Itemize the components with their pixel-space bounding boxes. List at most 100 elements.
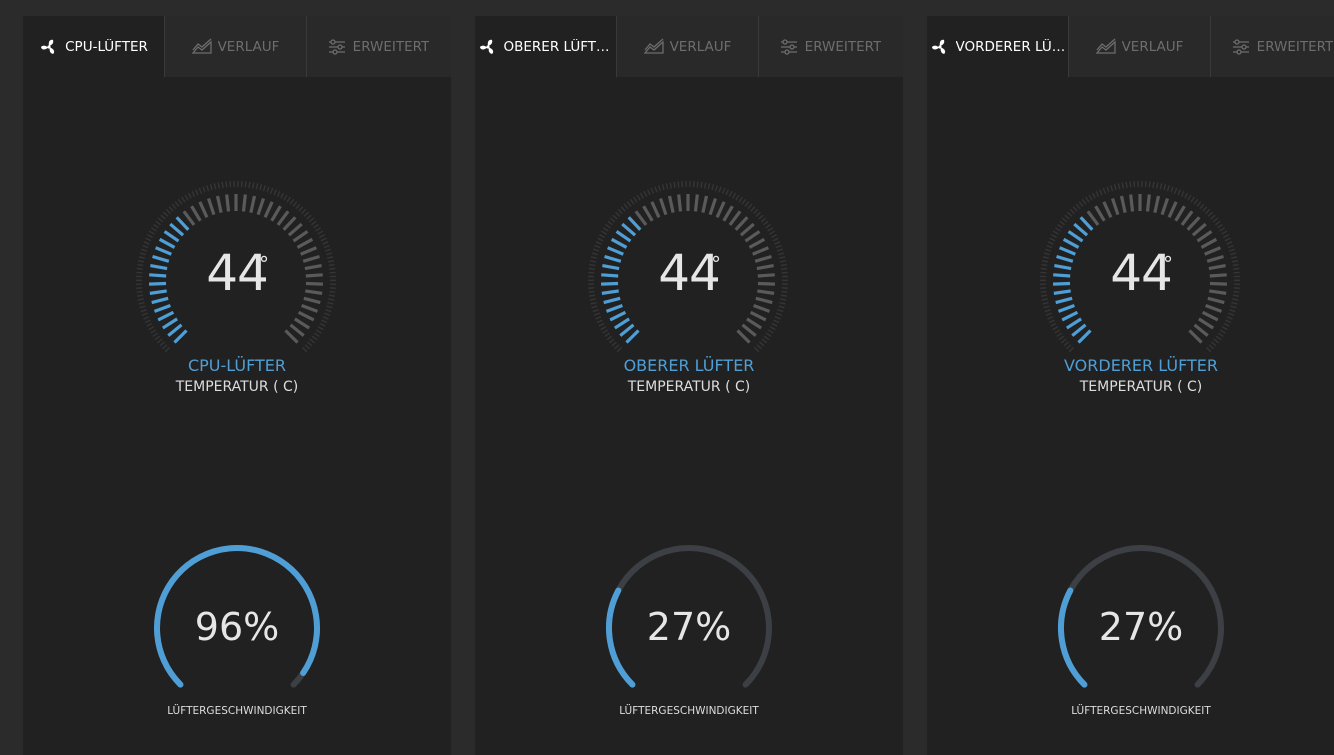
temperature-outer-tick [1129, 181, 1132, 188]
temperature-outer-tick [616, 346, 623, 353]
temperature-outer-tick [588, 271, 595, 274]
temperature-outer-tick [244, 181, 247, 188]
temperature-outer-tick [775, 244, 782, 249]
temperature-outer-tick [269, 187, 274, 194]
tab-advanced[interactable]: ERWEITERT [1211, 16, 1334, 77]
temperature-tick-active [600, 281, 619, 286]
temperature-outer-tick [1205, 346, 1212, 353]
temperature-tick [256, 197, 265, 216]
temperature-tick [708, 197, 717, 216]
temperature-tick [1191, 222, 1207, 237]
temperature-outer-tick [327, 301, 334, 305]
temperature-outer-tick [1207, 211, 1214, 217]
temperature-outer-tick [168, 206, 174, 212]
temperature-outer-tick [611, 341, 617, 347]
temperature-outer-tick [707, 183, 711, 190]
fan-speed-label: LÜFTERGESCHWINDIGKEIT [619, 705, 759, 717]
temperature-outer-tick [1059, 220, 1066, 226]
temperature-tick [1209, 273, 1227, 278]
temperature-outer-tick [606, 335, 613, 341]
temperature-outer-tick [591, 252, 598, 256]
temperature-outer-tick [1190, 196, 1195, 203]
fan-icon [930, 38, 950, 56]
temperature-outer-tick [590, 301, 597, 305]
temperature-tick [659, 197, 668, 216]
temperature-outer-tick [1155, 182, 1159, 189]
temperature-outer-tick [1091, 192, 1096, 199]
temperature-outer-tick [711, 184, 715, 191]
temperature-outer-tick [1227, 244, 1234, 249]
temperature-outer-tick [1233, 271, 1240, 274]
temperature-tick [301, 303, 319, 313]
temperature-outer-tick [143, 316, 150, 320]
tab-history[interactable]: VERLAUF [1069, 16, 1211, 77]
fan-name-label: VORDERER LÜFTER [1064, 356, 1218, 375]
temperature-outer-tick [1187, 194, 1192, 201]
temperature-outer-tick [714, 185, 718, 192]
tab-advanced[interactable]: ERWEITERT [307, 16, 449, 77]
temperature-tick [1196, 230, 1213, 243]
temperature-outer-tick [1072, 206, 1078, 212]
temperature-tick-active [1062, 237, 1080, 249]
temperature-outer-tick [780, 263, 787, 267]
temperature-outer-tick [306, 214, 312, 220]
temperature-outer-tick [1044, 309, 1051, 313]
temperature-outer-tick [761, 338, 768, 344]
temperature-outer-tick [137, 298, 144, 301]
temperature-outer-tick [141, 312, 148, 316]
temperature-outer-tick [1210, 214, 1216, 220]
tab-history[interactable]: VERLAUF [617, 16, 759, 77]
temperature-outer-tick [1095, 190, 1100, 197]
temperature-outer-tick [137, 294, 144, 297]
temperature-outer-tick [308, 217, 315, 223]
temperature-outer-tick [324, 248, 332, 252]
temperature-outer-tick [1040, 271, 1047, 274]
temperature-tick-active [173, 329, 188, 344]
tab-advanced[interactable]: ERWEITERT [759, 16, 901, 77]
temperature-outer-tick [767, 227, 774, 232]
temperature-tick [1201, 310, 1219, 322]
temperature-outer-tick [1217, 332, 1224, 338]
temperature-outer-tick [1066, 344, 1072, 350]
temperature-tick [722, 205, 734, 222]
temperature-outer-tick [1208, 344, 1214, 350]
temperature-tick-active [149, 289, 167, 295]
tab-fan[interactable]: OBERER LÜFTER [475, 16, 617, 77]
temperature-outer-tick [328, 294, 335, 297]
fan-speed-gauge [606, 545, 772, 688]
temperature-tick [1167, 201, 1178, 218]
temperature-outer-tick [1228, 248, 1236, 252]
temperature-outer-tick [1223, 322, 1230, 327]
temperature-tick [207, 197, 216, 216]
temperature-outer-tick [307, 341, 313, 347]
fan-speed-value: 27% [1098, 605, 1184, 649]
temperature-tick [734, 216, 749, 231]
tab-history-label: VERLAUF [1121, 38, 1184, 55]
temperature-outer-tick [608, 338, 615, 344]
tab-fan[interactable]: VORDERER LÜFTER [927, 16, 1069, 77]
temperature-tick-active [1056, 254, 1074, 263]
temperature-outer-tick [718, 186, 722, 193]
tab-history[interactable]: VERLAUF [165, 16, 307, 77]
temperature-label: TEMPERATUR ( C) [627, 379, 751, 395]
temperature-outer-tick [221, 181, 224, 188]
temperature-outer-tick [286, 196, 291, 203]
temperature-outer-tick [1233, 267, 1240, 270]
temperature-tick [746, 317, 763, 330]
temperature-outer-tick [309, 338, 316, 344]
temperature-outer-tick [1064, 214, 1070, 220]
temperature-outer-tick [1177, 189, 1182, 196]
temperature-outer-tick [1184, 192, 1189, 199]
temperature-outer-tick [1230, 305, 1237, 309]
temperature-tick-active [1071, 323, 1087, 337]
temperature-outer-tick [1117, 183, 1121, 190]
temperature-tick-active [613, 317, 630, 330]
temperature-tick [215, 195, 223, 213]
temperature-outer-tick [1051, 234, 1058, 239]
temperature-tick-active [1077, 329, 1092, 344]
temperature-outer-tick [1231, 301, 1238, 305]
tab-fan[interactable]: CPU-LÜFTER [23, 16, 165, 77]
temperature-tick-active [604, 254, 622, 263]
temperature-tick [270, 205, 282, 222]
